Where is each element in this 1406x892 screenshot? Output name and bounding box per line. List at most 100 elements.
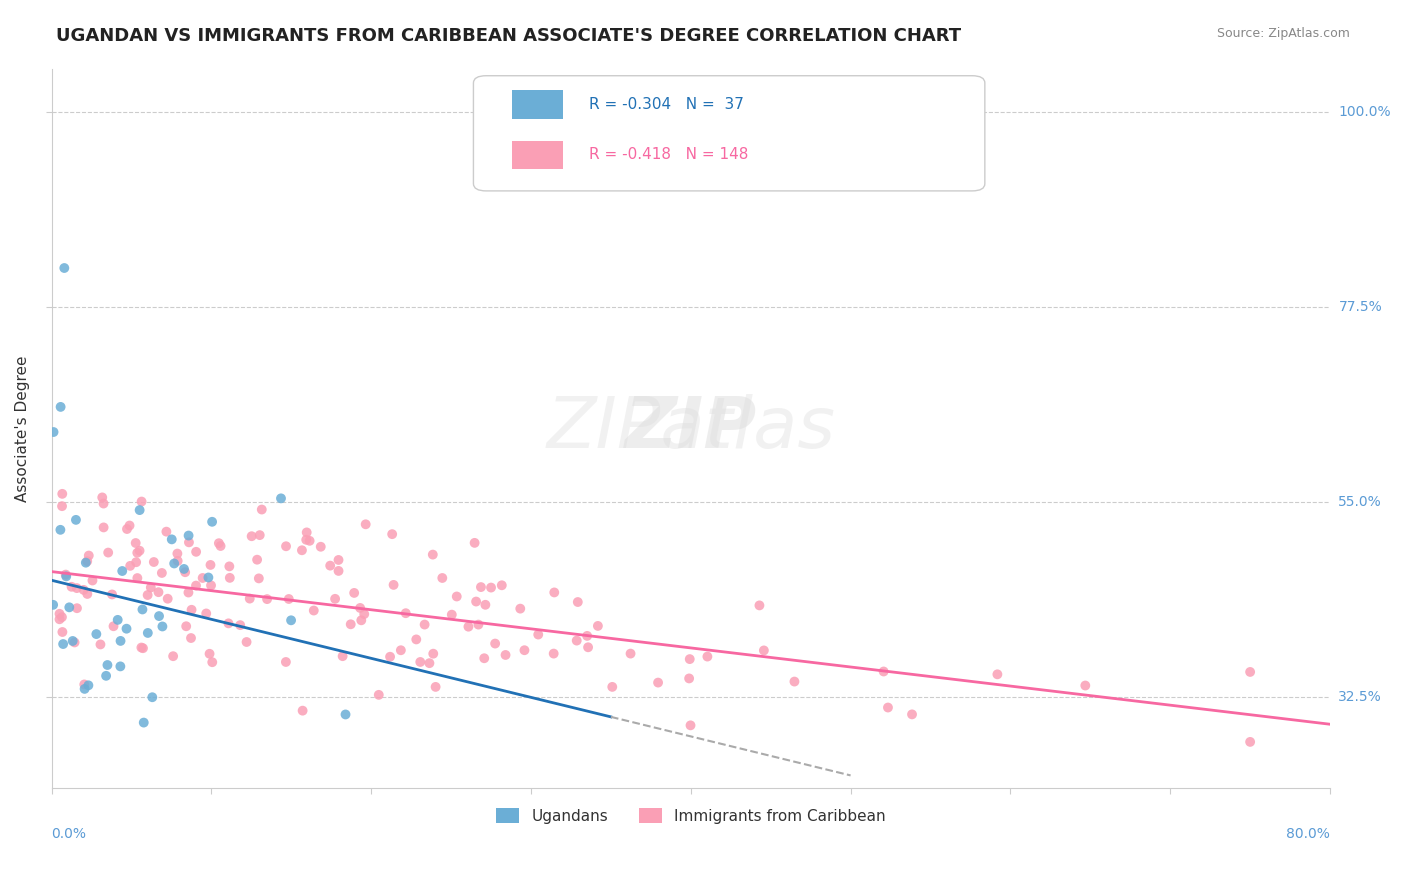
Point: [350, 613, 373, 627]
Point: [77, 678, 100, 692]
Point: [51, 499, 73, 513]
Point: [586, 619, 609, 633]
Point: [197, 570, 219, 584]
Point: [201, 515, 224, 529]
Y-axis label: Associate's Degree: Associate's Degree: [15, 355, 30, 501]
Text: 32.5%: 32.5%: [1339, 690, 1382, 705]
Point: [470, 580, 492, 594]
Point: [184, 545, 207, 559]
Point: [82, 574, 104, 588]
Point: [479, 581, 502, 595]
Point: [464, 536, 486, 550]
Point: [148, 609, 170, 624]
Point: [872, 665, 894, 679]
Point: [332, 649, 354, 664]
Text: 77.5%: 77.5%: [1339, 300, 1382, 314]
Point: [127, 546, 149, 560]
Point: [120, 558, 142, 573]
Point: [89, 637, 111, 651]
Text: 100.0%: 100.0%: [1339, 105, 1391, 119]
Point: [576, 629, 599, 643]
Point: [1239, 665, 1261, 679]
Point: [513, 643, 536, 657]
Point: [405, 632, 427, 647]
Point: [986, 667, 1008, 681]
Point: [174, 565, 197, 579]
Text: Source: ZipAtlas.com: Source: ZipAtlas.com: [1216, 27, 1350, 40]
Point: [174, 619, 197, 633]
Point: [65, 513, 87, 527]
Point: [155, 524, 177, 539]
Point: [339, 617, 361, 632]
Point: [125, 555, 148, 569]
Point: [166, 554, 188, 568]
Point: [142, 555, 165, 569]
Point: [76, 587, 98, 601]
Point: [291, 543, 314, 558]
Point: [107, 613, 129, 627]
Point: [94, 669, 117, 683]
Point: [474, 598, 496, 612]
Point: [218, 559, 240, 574]
Point: [55, 569, 77, 583]
Point: [298, 533, 321, 548]
Point: [136, 626, 159, 640]
Point: [51, 625, 73, 640]
Point: [156, 591, 179, 606]
Point: [173, 562, 195, 576]
Point: [527, 627, 550, 641]
FancyBboxPatch shape: [474, 76, 984, 191]
Point: [440, 607, 463, 622]
Point: [295, 525, 318, 540]
Point: [567, 595, 589, 609]
Point: [472, 651, 495, 665]
Point: [328, 553, 350, 567]
Point: [48, 612, 70, 626]
Point: [110, 634, 132, 648]
Point: [353, 607, 375, 621]
Point: [128, 503, 150, 517]
Bar: [512, 141, 562, 169]
Point: [52, 637, 75, 651]
Point: [125, 536, 148, 550]
Point: [53, 260, 76, 275]
Point: [465, 594, 488, 608]
Point: [647, 675, 669, 690]
Point: [66, 601, 89, 615]
Point: [162, 649, 184, 664]
Point: [752, 643, 775, 657]
Point: [235, 635, 257, 649]
Point: [467, 617, 489, 632]
Point: [177, 585, 200, 599]
Text: 55.0%: 55.0%: [1339, 495, 1382, 509]
Text: R = -0.418   N = 148: R = -0.418 N = 148: [589, 147, 748, 162]
Point: [565, 633, 588, 648]
Point: [354, 517, 377, 532]
Point: [509, 601, 531, 615]
Point: [381, 527, 404, 541]
Point: [378, 649, 401, 664]
Text: R = -0.304   N =  37: R = -0.304 N = 37: [589, 97, 744, 112]
Point: [484, 636, 506, 650]
Point: [73, 677, 96, 691]
Point: [198, 647, 221, 661]
Point: [328, 564, 350, 578]
Point: [86, 627, 108, 641]
Point: [110, 659, 132, 673]
Point: [141, 690, 163, 705]
Point: [201, 655, 224, 669]
Point: [335, 707, 357, 722]
Point: [389, 643, 412, 657]
Point: [103, 619, 125, 633]
Point: [457, 620, 479, 634]
Point: [66, 581, 89, 595]
Point: [395, 606, 418, 620]
Point: [291, 704, 314, 718]
Point: [491, 578, 513, 592]
Point: [901, 707, 924, 722]
Point: [425, 680, 447, 694]
Point: [1074, 679, 1097, 693]
Point: [208, 536, 231, 550]
Point: [543, 647, 565, 661]
Legend: Ugandans, Immigrants from Caribbean: Ugandans, Immigrants from Caribbean: [488, 800, 893, 831]
